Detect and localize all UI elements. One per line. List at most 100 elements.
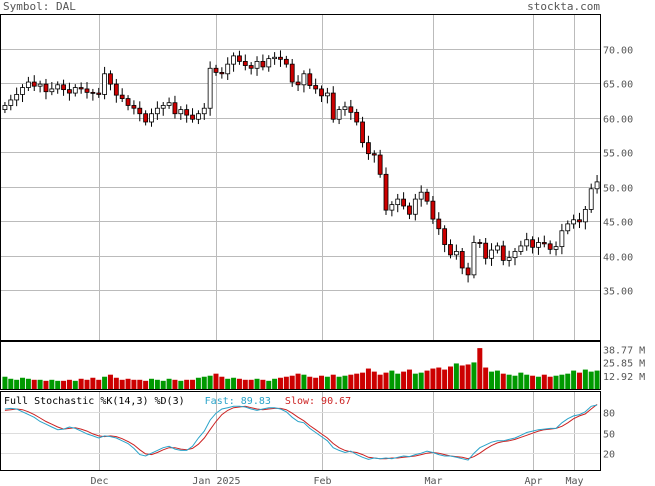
volume-bar bbox=[582, 369, 588, 389]
volume-bar bbox=[424, 370, 430, 389]
price-tick-label: 60.00 bbox=[603, 115, 633, 126]
volume-bar bbox=[371, 371, 377, 389]
candle-body bbox=[213, 67, 219, 73]
volume-bar bbox=[213, 373, 219, 389]
candle bbox=[266, 55, 272, 72]
volume-bar bbox=[547, 376, 553, 389]
candle bbox=[436, 212, 442, 235]
candle bbox=[248, 62, 254, 75]
candle-body bbox=[500, 245, 506, 261]
candle-body bbox=[172, 102, 178, 115]
volume-tick-label: 38.77 M bbox=[603, 345, 645, 356]
volume-bar bbox=[319, 375, 325, 389]
candle bbox=[37, 80, 43, 93]
candle-body bbox=[231, 55, 236, 65]
candle-body bbox=[43, 83, 49, 93]
candle-body bbox=[125, 98, 131, 106]
candle-body bbox=[178, 109, 184, 115]
volume-bar bbox=[178, 380, 184, 389]
candle-body bbox=[483, 242, 489, 259]
candle-body bbox=[313, 85, 319, 90]
volume-bar bbox=[143, 380, 149, 389]
volume-bar bbox=[530, 375, 536, 389]
candle-body bbox=[477, 242, 483, 244]
candle-body bbox=[55, 84, 61, 90]
volume-bar bbox=[277, 377, 283, 389]
candle bbox=[588, 183, 594, 213]
volume-bar bbox=[195, 377, 201, 389]
candle bbox=[231, 52, 236, 72]
volume-bar bbox=[471, 362, 477, 389]
volume-bar bbox=[395, 373, 401, 389]
candle bbox=[154, 101, 160, 120]
volume-bar bbox=[266, 380, 272, 389]
candle bbox=[78, 82, 84, 94]
candle bbox=[213, 64, 219, 76]
candle-body bbox=[512, 251, 518, 259]
candle-body bbox=[401, 198, 406, 207]
volume-bar bbox=[588, 371, 594, 389]
candle-body bbox=[278, 56, 283, 60]
candle-body bbox=[31, 81, 37, 87]
candle-body bbox=[78, 87, 84, 90]
candle-body bbox=[119, 94, 125, 99]
candle bbox=[84, 82, 90, 99]
price-tick-label: 50.00 bbox=[603, 184, 633, 195]
volume-bar bbox=[489, 371, 495, 389]
candle-body bbox=[594, 181, 600, 190]
candle-body bbox=[37, 83, 43, 87]
candle bbox=[442, 225, 448, 253]
candle-body bbox=[395, 198, 401, 206]
volume-bar bbox=[518, 372, 524, 389]
candle bbox=[166, 97, 172, 109]
candle-body bbox=[225, 63, 231, 75]
candle-body bbox=[90, 91, 96, 94]
volume-bar bbox=[571, 370, 577, 389]
candle bbox=[149, 108, 154, 127]
candle bbox=[160, 102, 166, 116]
candle bbox=[242, 54, 248, 71]
volume-bar bbox=[207, 375, 213, 389]
volume-bar bbox=[137, 379, 143, 389]
candle-body bbox=[536, 242, 541, 248]
candle-body bbox=[342, 106, 348, 110]
price-tick-label: 65.00 bbox=[603, 80, 633, 91]
volume-bar bbox=[389, 370, 395, 389]
volume-bar bbox=[494, 370, 500, 389]
candle-body bbox=[430, 200, 436, 220]
volume-bar bbox=[96, 379, 102, 389]
candle-body bbox=[289, 63, 295, 83]
price-tick-label: 40.00 bbox=[603, 253, 633, 264]
candle bbox=[137, 101, 143, 122]
candle bbox=[307, 68, 313, 89]
candle bbox=[371, 150, 377, 163]
volume-bar bbox=[184, 379, 190, 389]
candle bbox=[283, 55, 289, 68]
volume-bar bbox=[90, 377, 96, 389]
stochastic-slow-value: Slow: 90.67 bbox=[284, 396, 352, 407]
candle bbox=[477, 239, 483, 248]
volume-bar bbox=[166, 378, 172, 389]
x-tick-label: Dec bbox=[90, 476, 108, 486]
candle bbox=[489, 243, 494, 266]
candle bbox=[383, 167, 389, 215]
volume-bar bbox=[231, 377, 237, 389]
candle-body bbox=[61, 84, 66, 91]
x-tick-label: Apr bbox=[524, 476, 542, 486]
volume-bar bbox=[330, 374, 336, 389]
volume-bar bbox=[459, 365, 465, 389]
candle-body bbox=[49, 88, 55, 93]
candle-body bbox=[154, 107, 160, 115]
candle bbox=[506, 250, 512, 267]
volume-bar bbox=[225, 378, 231, 389]
candle-body bbox=[108, 73, 113, 85]
volume-bar bbox=[342, 375, 348, 389]
candle-body bbox=[453, 251, 459, 256]
volume-bar bbox=[72, 380, 78, 389]
candle bbox=[377, 149, 383, 178]
candle bbox=[418, 185, 424, 207]
volume-bar bbox=[49, 379, 55, 389]
volume-bar bbox=[8, 378, 14, 389]
price-tick-label: 35.00 bbox=[603, 287, 633, 298]
